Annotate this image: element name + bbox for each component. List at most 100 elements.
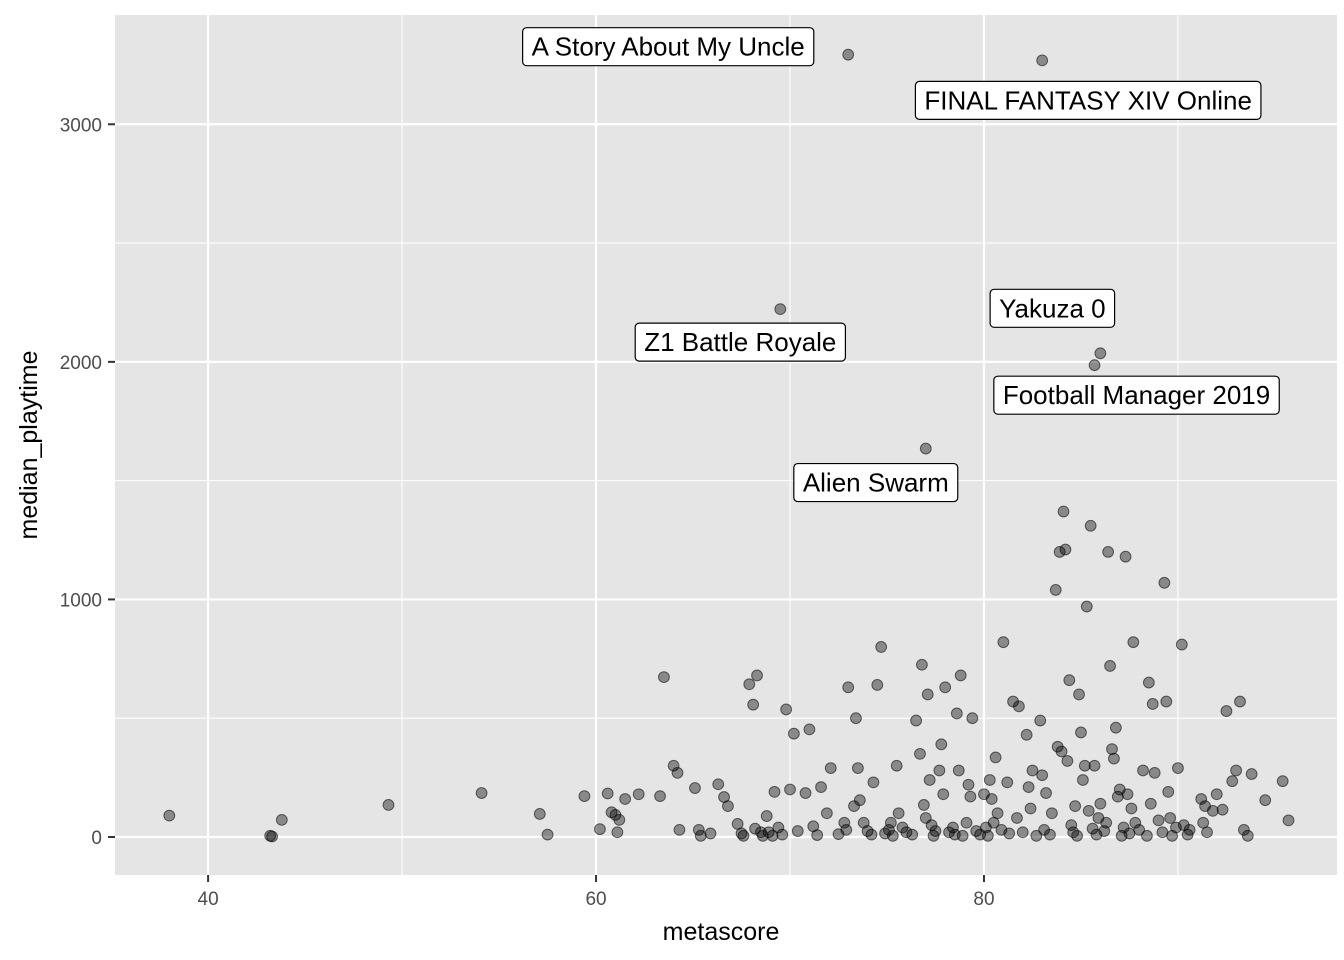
label-box xyxy=(634,322,847,362)
data-point xyxy=(772,821,785,834)
data-point xyxy=(1245,768,1258,780)
data-point xyxy=(1241,829,1254,842)
data-point xyxy=(900,826,913,839)
data-point xyxy=(1026,764,1039,777)
data-point xyxy=(923,774,936,786)
data-point xyxy=(1259,794,1272,807)
data-point xyxy=(929,825,942,837)
data-point xyxy=(1172,762,1184,774)
data-point xyxy=(1073,688,1085,701)
data-point xyxy=(853,794,866,807)
data-point xyxy=(935,738,948,751)
data-point xyxy=(749,822,761,835)
data-point xyxy=(658,671,670,684)
data-point xyxy=(774,303,787,316)
data-point xyxy=(1162,785,1175,798)
data-point xyxy=(787,727,800,740)
data-point xyxy=(803,723,816,736)
label-box xyxy=(522,27,815,67)
data-point xyxy=(1102,546,1115,558)
data-point xyxy=(989,751,1002,764)
data-point xyxy=(933,764,946,777)
point-label: FINAL FANTASY XIV Online xyxy=(914,80,1262,120)
data-point xyxy=(1034,714,1047,727)
data-point xyxy=(906,828,919,841)
data-point xyxy=(776,828,789,841)
data-point xyxy=(1094,347,1107,360)
data-point xyxy=(694,829,707,842)
data-point xyxy=(1020,728,1033,741)
data-point xyxy=(382,799,395,811)
data-point xyxy=(1109,721,1122,734)
data-point xyxy=(1057,505,1070,518)
data-point xyxy=(712,778,725,791)
data-point xyxy=(1003,827,1016,840)
data-point xyxy=(1022,781,1035,793)
data-point xyxy=(791,825,804,837)
data-point xyxy=(985,793,998,805)
data-point xyxy=(890,759,903,772)
data-point xyxy=(851,762,864,774)
data-point xyxy=(1077,774,1089,786)
points xyxy=(163,48,1295,843)
data-point xyxy=(1276,775,1289,788)
label-text: Yakuza 0 xyxy=(999,293,1105,323)
data-point xyxy=(1226,775,1239,788)
data-point xyxy=(1216,803,1229,816)
data-point xyxy=(799,787,812,799)
data-point xyxy=(1086,822,1099,835)
data-point xyxy=(784,783,796,796)
data-point xyxy=(916,658,928,671)
x-tick-label: 40 xyxy=(198,889,219,910)
point-label: A Story About My Uncle xyxy=(522,27,815,67)
data-point xyxy=(632,788,645,801)
data-point xyxy=(1195,793,1208,805)
data-point xyxy=(751,669,763,682)
data-point xyxy=(747,698,760,711)
data-point xyxy=(838,816,851,829)
data-point xyxy=(722,800,734,813)
data-point xyxy=(937,788,950,801)
data-point xyxy=(1129,816,1142,829)
data-point xyxy=(1108,752,1120,765)
data-point xyxy=(1084,519,1097,532)
x-tick-label: 60 xyxy=(585,889,606,910)
data-point xyxy=(1183,823,1196,836)
data-point xyxy=(875,641,888,653)
data-point xyxy=(1106,743,1118,755)
data-point xyxy=(910,714,922,727)
data-point xyxy=(1234,695,1246,708)
data-point xyxy=(619,793,632,805)
data-point xyxy=(1111,790,1124,803)
data-point xyxy=(865,828,878,841)
data-point xyxy=(952,764,965,777)
data-point xyxy=(991,807,1004,820)
data-point xyxy=(1137,764,1149,777)
y-tick-label: 3000 xyxy=(60,115,102,136)
data-point xyxy=(1237,823,1250,836)
data-point xyxy=(1146,698,1159,710)
data-point xyxy=(1175,638,1188,651)
point-label: Yakuza 0 xyxy=(989,288,1116,328)
data-point xyxy=(737,829,750,842)
data-point xyxy=(919,442,932,455)
data-point xyxy=(960,816,973,829)
label-box xyxy=(914,80,1262,120)
data-point xyxy=(1133,823,1146,836)
data-point xyxy=(1088,759,1101,772)
data-point xyxy=(840,823,853,836)
data-point xyxy=(981,829,994,842)
data-point xyxy=(578,790,591,803)
data-point xyxy=(1100,816,1113,829)
data-point xyxy=(867,776,880,789)
data-point xyxy=(1055,745,1068,758)
data-point xyxy=(956,829,969,842)
data-point xyxy=(667,759,680,772)
data-point xyxy=(1152,814,1165,827)
data-point xyxy=(1164,812,1177,824)
data-point xyxy=(921,688,934,701)
data-point xyxy=(743,678,756,691)
data-point xyxy=(1125,802,1138,815)
data-point xyxy=(914,747,926,760)
data-point xyxy=(1282,814,1295,827)
